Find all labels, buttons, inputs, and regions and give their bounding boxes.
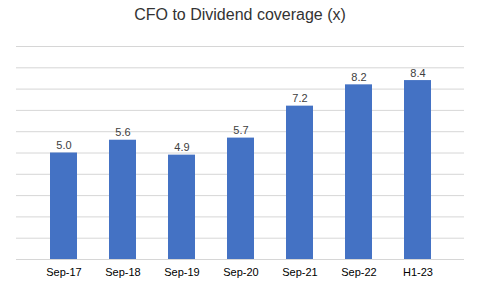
svg-text:Sep-20: Sep-20 xyxy=(223,266,258,278)
svg-text:Sep-22: Sep-22 xyxy=(341,266,376,278)
svg-text:Sep-18: Sep-18 xyxy=(105,266,140,278)
svg-text:8.2: 8.2 xyxy=(351,71,366,83)
svg-text:Sep-19: Sep-19 xyxy=(164,266,199,278)
svg-text:4.9: 4.9 xyxy=(174,141,189,153)
svg-text:5.0: 5.0 xyxy=(56,139,71,151)
html-text:CFO to Dividend coverage (x): CFO to Dividend coverage (x) xyxy=(134,6,346,23)
svg-text:Sep-17: Sep-17 xyxy=(46,266,81,278)
svg-text:5.7: 5.7 xyxy=(233,124,248,136)
svg-text:8.4: 8.4 xyxy=(410,67,425,79)
svg-text:H1-23: H1-23 xyxy=(403,266,433,278)
svg-text:5.6: 5.6 xyxy=(115,126,130,138)
svg-text:Sep-21: Sep-21 xyxy=(282,266,317,278)
svg-text:7.2: 7.2 xyxy=(292,92,307,104)
